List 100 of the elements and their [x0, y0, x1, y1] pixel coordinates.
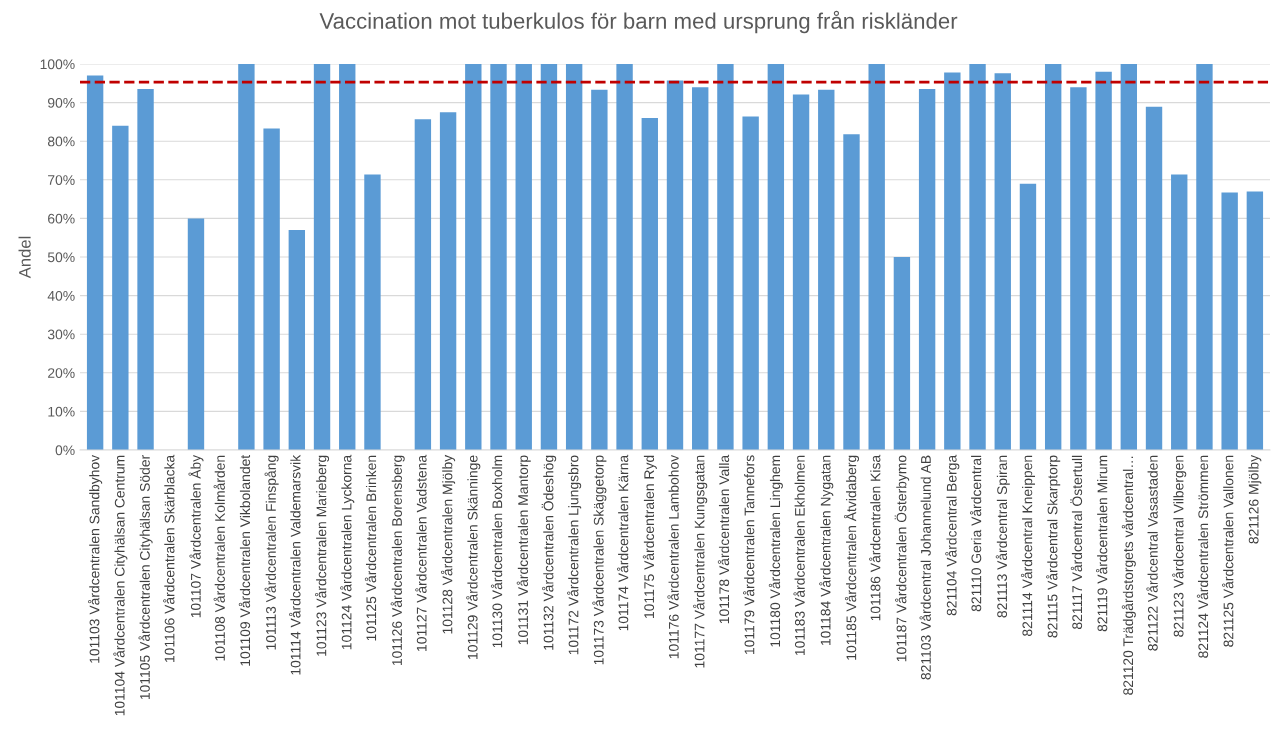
x-tick-label: 821110 Geria Vårdcentral [969, 455, 982, 612]
y-tick-label: 40% [47, 290, 75, 301]
y-tick-label: 80% [47, 136, 75, 147]
x-tick-label: 821120 Trädgårdstorgets vårdcentral… [1121, 456, 1136, 695]
x-tick-label: 821104 Vårdcentral Berga [945, 454, 960, 616]
x-tick-label: 101128 Vårdcentralen Mjölby [441, 454, 456, 634]
bar [1070, 87, 1087, 450]
bar [313, 64, 331, 450]
bar [112, 125, 129, 450]
bar [339, 64, 356, 450]
bar [187, 218, 205, 450]
y-tick-label: 90% [47, 97, 75, 108]
x-tick-label: 101172 Vårdcentralen Ljungsbro [567, 455, 582, 655]
bar [565, 64, 583, 450]
x-tick-label: 821113 Vårdcentral Spiran [995, 455, 1010, 618]
x-tick-label: 101113 Vårdcentralen Finspång [264, 455, 279, 650]
x-tick-label: 101114 Vårdcentralen Valdemarsvik [289, 454, 301, 675]
x-tick-label: 821125 Vårdcentralen Vallonen [1222, 455, 1234, 647]
x-tick-label: 101131 Vårdcentralen Mantorp [516, 455, 531, 645]
x-tick-label: 101126 Vårdcentralen Borensberg [390, 455, 405, 666]
bar [792, 94, 810, 450]
x-tick-label: 101176 Vårdcentralen Lambohov [667, 454, 679, 659]
y-tick-label: 20% [48, 368, 75, 378]
x-tick-label: 101178 Vårdcentralen Valla [717, 454, 730, 624]
bar [1095, 71, 1112, 450]
bar [540, 64, 558, 450]
bar [742, 116, 759, 450]
x-tick-label: 821103 Vårdcentral Johannelund AB [919, 455, 931, 680]
y-tick-label: 0% [55, 445, 75, 456]
y-tick-label: 30% [47, 329, 75, 340]
bar [1044, 64, 1062, 450]
bar [1120, 64, 1138, 450]
bar [893, 257, 911, 450]
x-tick-label: 821117 Vårdcentral Östertull [1070, 455, 1083, 629]
bar [1171, 174, 1188, 450]
bar [439, 112, 457, 450]
bar [692, 87, 709, 450]
bar [263, 128, 280, 450]
bar [465, 64, 482, 450]
x-tick-label: 101179 Vårdcentralen Tannefors [743, 455, 755, 655]
bar [414, 119, 432, 450]
x-tick-label: 101107 Vårdcentralen Åby [188, 454, 204, 618]
x-tick-label: 101186 Vårdcentralen Kisa [869, 454, 881, 621]
bar [944, 72, 961, 450]
bar [490, 64, 507, 450]
x-tick-label: 101104 Vårdcentralen Cityhälsan Centrum [113, 455, 128, 716]
y-tick-label: 50% [47, 252, 75, 263]
x-tick-label: 101183 Vårdcentralen Ekholmen [793, 455, 805, 656]
x-tick-label: 101173 Vårdcentralen Skäggetorp [592, 455, 607, 665]
y-tick-label: 70% [48, 175, 75, 185]
bar [868, 64, 885, 450]
x-tick-label: 101180 Vårdcentralen Linghem [768, 455, 783, 647]
x-tick-label: 101105 Vårdcentralen Cityhälsan Söder [138, 455, 153, 700]
bar [1019, 183, 1037, 450]
x-tick-label: 101109 Vårdcentralen Vikbolandet [238, 454, 251, 666]
x-tick-label: 101132 Vårdcentralen Ödeshög [541, 455, 557, 650]
bar [1196, 64, 1213, 450]
x-tick-label: 821114 Vårdcentral Kneippen [1020, 455, 1035, 636]
x-tick-label: 101127 Vårdcentralen Vadstena [415, 454, 427, 651]
x-tick-label: 821122 Vårdcentral Vasastaden [1146, 455, 1158, 651]
x-tick-label: 101108 Vårdcentralen Kolmården [213, 455, 225, 661]
bar [238, 64, 255, 450]
x-tick-label: 101187 Vårdcentralen Österbymo [894, 455, 910, 662]
x-tick-label: 821123 Vårdcentral Vilbergen [1172, 455, 1187, 637]
bar [969, 64, 986, 450]
bar [818, 89, 835, 450]
bar [1246, 191, 1264, 450]
x-tick-label: 101103 Vårdcentralen Sandbyhov [88, 454, 103, 663]
y-axis-title: Andel [18, 236, 31, 279]
bar [717, 64, 734, 450]
x-tick-label: 101184 Vårdcentralen Nygatan [819, 455, 834, 646]
y-tick-label: 60% [48, 213, 75, 224]
bar [918, 89, 936, 450]
bar [86, 75, 104, 450]
bar [994, 73, 1011, 450]
x-tick-label: 101130 Vårdcentralen Boxholm [490, 455, 503, 648]
bar [1221, 192, 1238, 450]
x-tick-label: 101123 Vårdcentralen Marieberg [315, 455, 330, 656]
bar [591, 89, 608, 450]
x-tick-label: 821124 Vårdcentralen Strömmen [1196, 455, 1209, 658]
x-tick-label: 101177 Vårdcentralen Kungsgatan [693, 455, 708, 668]
x-tick-label: 101125 Vårdcentralen Brinken [364, 455, 377, 641]
bar [641, 118, 658, 450]
bar [843, 134, 860, 450]
bar [364, 174, 381, 450]
y-tick-label: 100% [40, 59, 75, 70]
bar [666, 80, 684, 450]
bar [767, 64, 785, 450]
x-tick-label: 101175 Vårdcentralen Ryd [642, 455, 657, 618]
x-tick-label: 101106 Vårdcentralen Skärblacka [163, 454, 175, 663]
x-tick-label: 821119 Vårdcentralen Mirum [1096, 455, 1108, 632]
bar [137, 89, 154, 450]
y-tick-label: 10% [48, 406, 75, 417]
bar [1145, 106, 1163, 450]
x-tick-label: 101174 Vårdcentralen Kärna [616, 454, 629, 631]
bar [515, 64, 532, 450]
x-tick-label: 821126 Mjölby [1248, 454, 1262, 544]
x-tick-label: 101185 Vårdcentralen Åtvidaberg [843, 455, 860, 660]
x-tick-label: 101124 Vårdcentralen Lyckorna [340, 454, 355, 650]
bar [616, 64, 633, 450]
